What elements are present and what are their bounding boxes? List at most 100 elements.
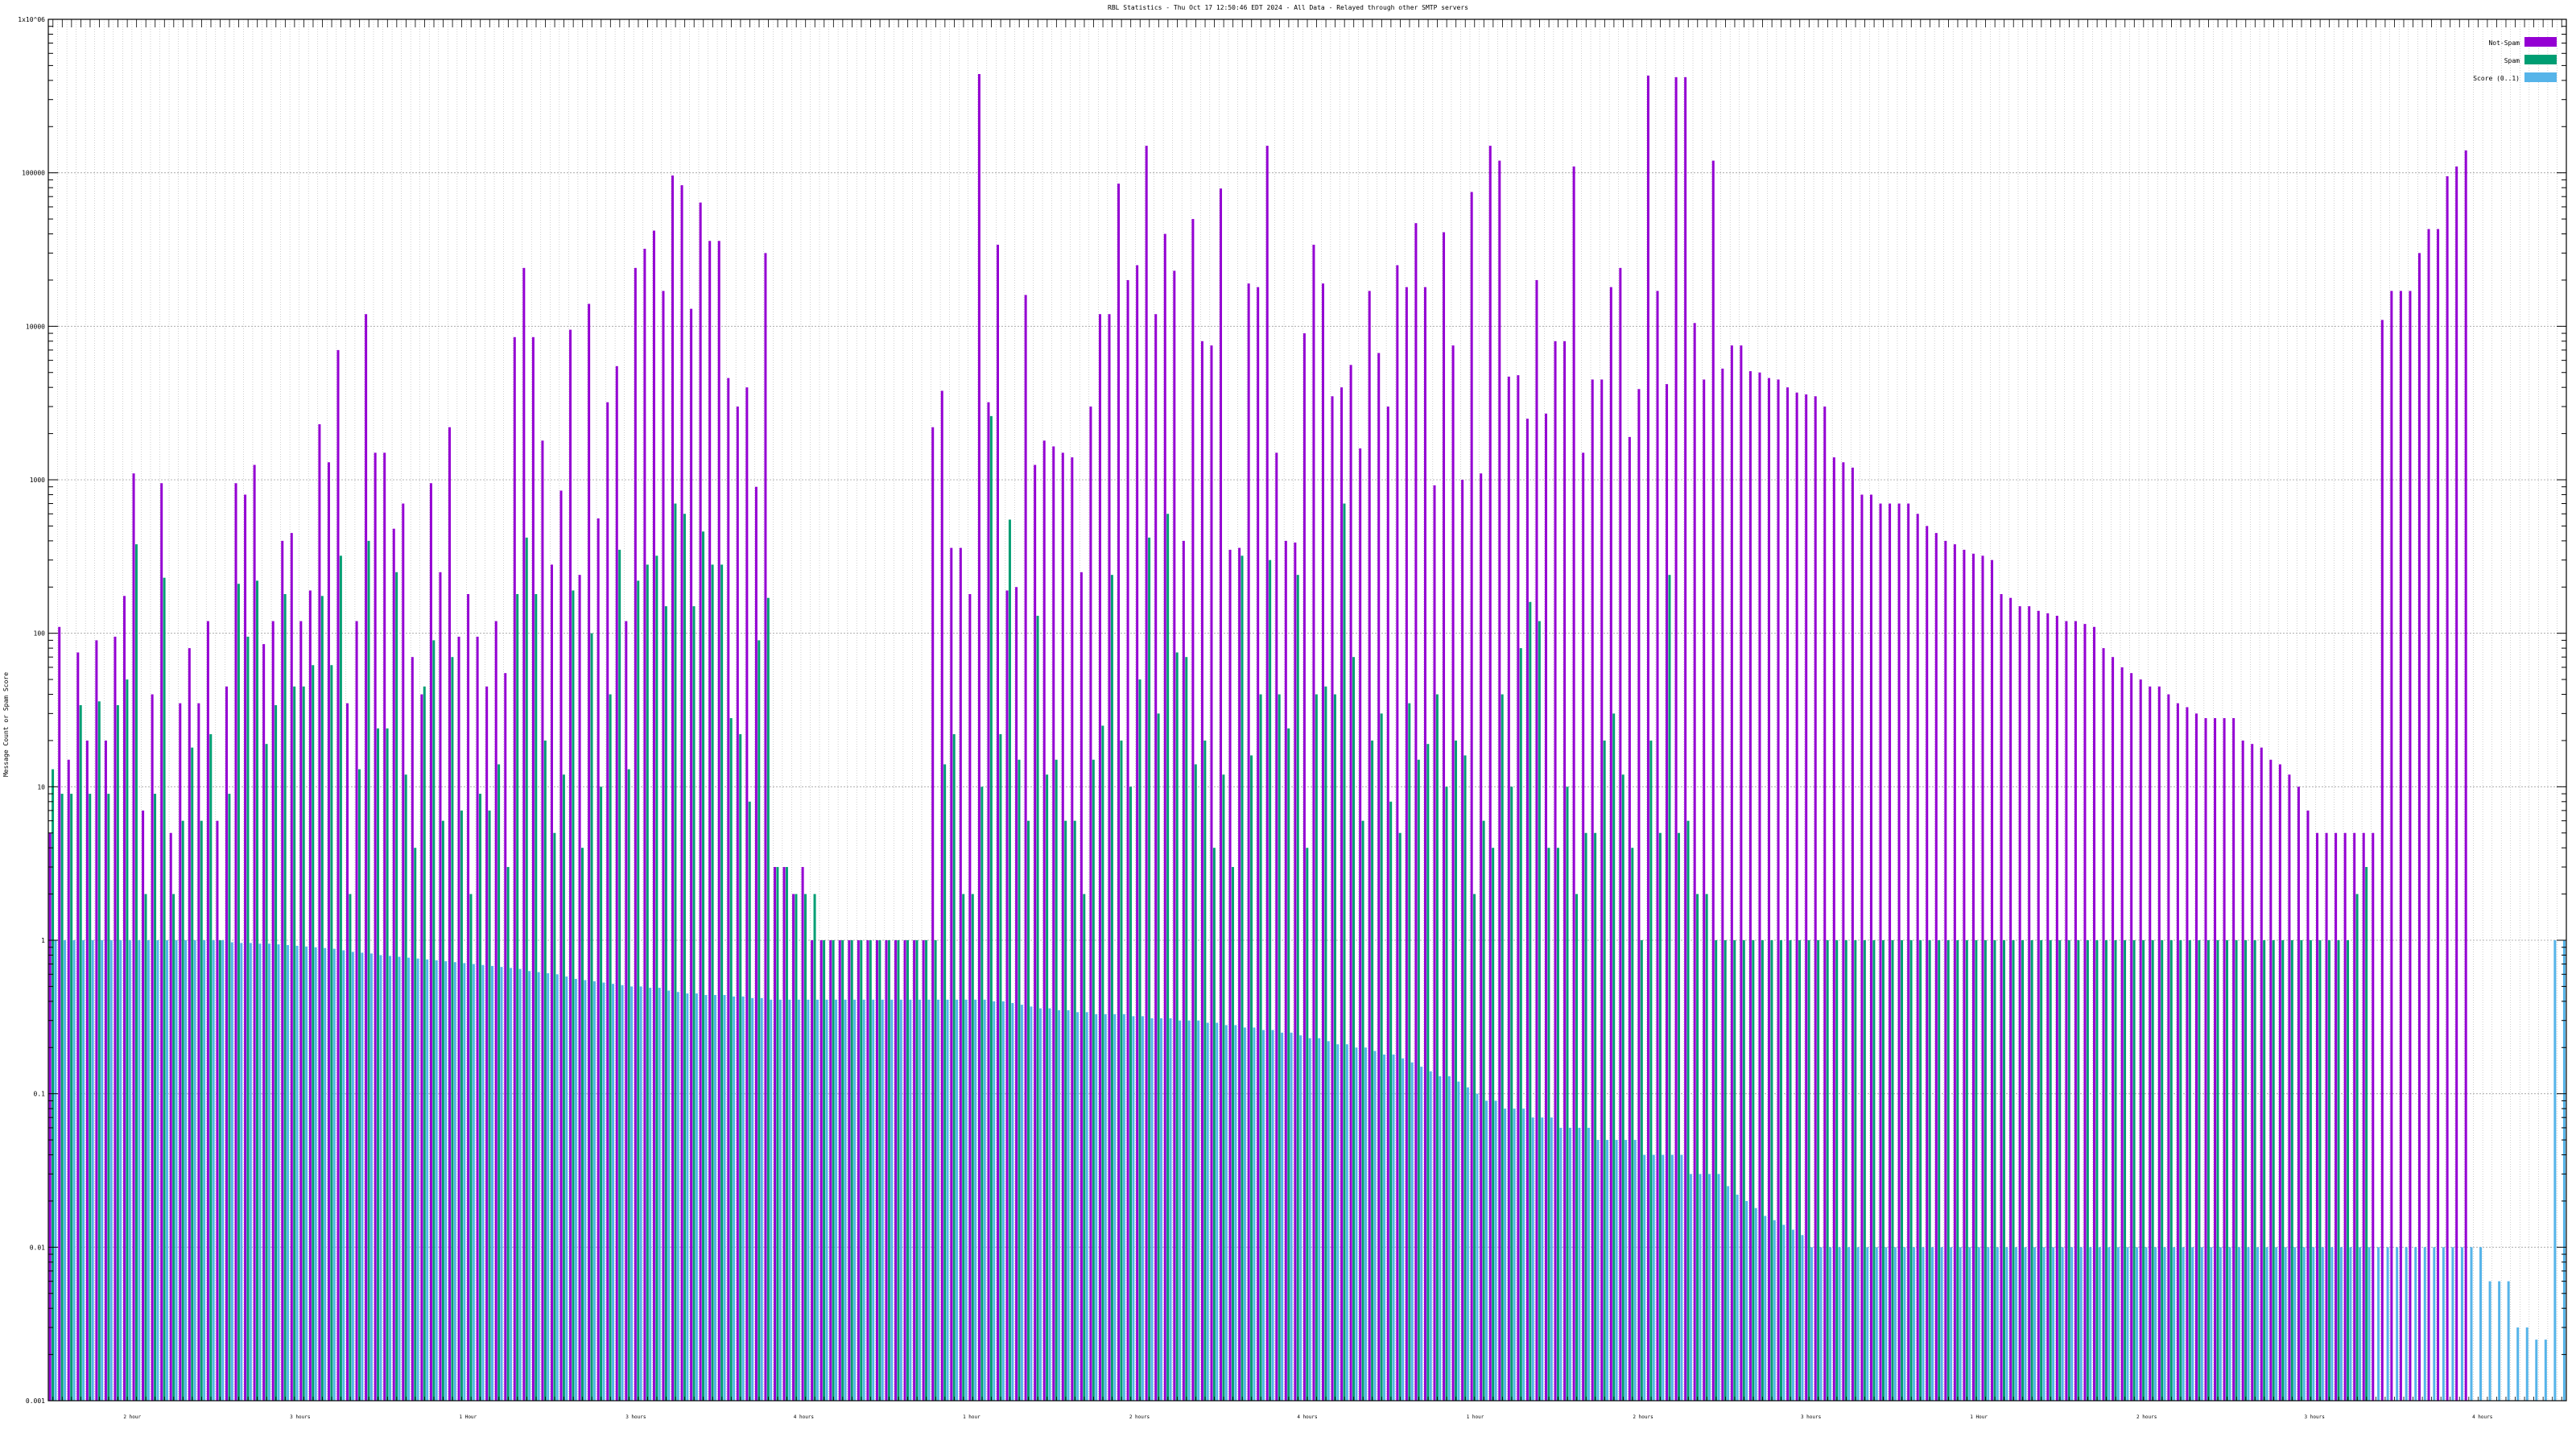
- bar-not-spam-146: [1405, 287, 1408, 1401]
- bar-not-spam-24: [271, 621, 275, 1401]
- bar-score--160: [1541, 1117, 1544, 1401]
- bar-score--60: [612, 984, 615, 1401]
- bar-spam-190: [1817, 940, 1820, 1401]
- bar-spam-189: [1807, 940, 1810, 1401]
- bar-spam-205: [1956, 940, 1959, 1401]
- bar-not-spam-255: [2418, 253, 2421, 1402]
- bar-spam-229: [2179, 940, 2182, 1401]
- bar-score--235: [2237, 1247, 2240, 1401]
- bar-spam-159: [1529, 601, 1532, 1401]
- bar-not-spam-32: [346, 703, 349, 1401]
- bar-spam-240: [2281, 940, 2285, 1401]
- bar-not-spam-68: [680, 185, 683, 1401]
- bar-not-spam-8: [123, 596, 126, 1401]
- bar-not-spam-78: [773, 867, 776, 1401]
- bar-not-spam-75: [745, 387, 749, 1401]
- bar-not-spam-27: [299, 621, 303, 1401]
- bar-spam-24: [275, 704, 278, 1401]
- legend-swatch: [2524, 55, 2557, 64]
- bar-spam-224: [2132, 940, 2136, 1401]
- bar-not-spam-40: [420, 694, 423, 1401]
- bar-not-spam-174: [1666, 384, 1669, 1402]
- bar-spam-61: [618, 549, 621, 1401]
- bar-not-spam-56: [569, 329, 572, 1401]
- bar-not-spam-92: [903, 940, 906, 1401]
- bar-score--269: [2553, 940, 2557, 1401]
- bar-spam-16: [200, 820, 203, 1401]
- bar-spam-133: [1287, 728, 1290, 1401]
- bar-score--58: [592, 981, 596, 1401]
- bar-not-spam-13: [169, 832, 172, 1401]
- bar-score--34: [369, 953, 373, 1401]
- bar-score--121: [1179, 1020, 1182, 1401]
- bar-score--146: [1410, 1062, 1414, 1401]
- bar-not-spam-177: [1693, 323, 1696, 1402]
- bar-score--187: [1791, 1229, 1794, 1401]
- bar-score--220: [2098, 1247, 2101, 1401]
- bar-not-spam-187: [1786, 387, 1790, 1401]
- bar-score--92: [909, 999, 912, 1401]
- bar-score--215: [2052, 1247, 2055, 1401]
- bar-spam-171: [1640, 940, 1643, 1401]
- bar-score--214: [2042, 1247, 2046, 1401]
- bar-score--219: [2089, 1247, 2092, 1401]
- bar-score--198: [1893, 1247, 1897, 1401]
- bar-spam-113: [1101, 725, 1104, 1401]
- bar-score--20: [240, 943, 243, 1401]
- bar-score--135: [1308, 1038, 1311, 1401]
- bar-not-spam-42: [439, 572, 442, 1402]
- bar-score--270: [2562, 940, 2566, 1401]
- bar-spam-10: [144, 894, 147, 1401]
- bar-not-spam-72: [717, 241, 720, 1401]
- bar-not-spam-242: [2297, 786, 2300, 1401]
- bar-not-spam-181: [1730, 345, 1733, 1401]
- bar-not-spam-178: [1703, 379, 1706, 1402]
- x-category-label: 2 hours: [1129, 1414, 1150, 1420]
- bar-score--138: [1336, 1044, 1340, 1401]
- bar-score--226: [2154, 1247, 2157, 1401]
- bar-score--127: [1234, 1025, 1237, 1401]
- bar-score--75: [751, 997, 754, 1401]
- bar-score--65: [658, 988, 661, 1401]
- bar-spam-114: [1110, 575, 1113, 1401]
- bar-score--78: [778, 999, 782, 1401]
- bar-score--159: [1531, 1117, 1534, 1401]
- bar-score--83: [825, 999, 828, 1401]
- bar-score--239: [2275, 1247, 2278, 1401]
- bar-not-spam-198: [1889, 503, 1892, 1401]
- bar-spam-137: [1324, 686, 1327, 1401]
- bar-score--164: [1578, 1127, 1581, 1401]
- bar-spam-157: [1510, 786, 1513, 1401]
- bar-not-spam-167: [1600, 379, 1604, 1402]
- bar-not-spam-52: [531, 336, 535, 1402]
- bar-score--68: [686, 993, 689, 1401]
- bar-spam-5: [97, 701, 101, 1401]
- bar-spam-163: [1566, 786, 1569, 1401]
- bar-score--106: [1038, 1008, 1042, 1401]
- bar-score--136: [1318, 1038, 1321, 1401]
- legend-label: Not-Spam: [2488, 39, 2520, 47]
- bar-not-spam-152: [1461, 480, 1464, 1401]
- bar-score--161: [1550, 1117, 1553, 1401]
- bar-score--246: [2339, 1247, 2343, 1401]
- bar-score--103: [1011, 1002, 1014, 1401]
- x-category-label: 2 hour: [123, 1414, 141, 1420]
- bar-score--86: [853, 999, 857, 1401]
- bar-score--112: [1095, 1013, 1098, 1401]
- bar-not-spam-159: [1525, 419, 1529, 1401]
- bar-not-spam-97: [950, 547, 953, 1401]
- bar-score--177: [1699, 1174, 1702, 1401]
- bar-score--162: [1559, 1127, 1563, 1401]
- bar-not-spam-29: [318, 424, 321, 1402]
- bar-spam-176: [1686, 820, 1690, 1401]
- bar-score--100: [983, 999, 986, 1401]
- plot-frame: [47, 19, 2567, 1402]
- bar-not-spam-155: [1488, 146, 1492, 1402]
- bar-score--139: [1345, 1044, 1348, 1401]
- bar-not-spam-210: [2000, 593, 2003, 1401]
- bar-spam-109: [1064, 820, 1067, 1401]
- bar-spam-177: [1696, 894, 1699, 1401]
- bar-not-spam-225: [2139, 679, 2142, 1401]
- bar-spam-146: [1408, 703, 1411, 1401]
